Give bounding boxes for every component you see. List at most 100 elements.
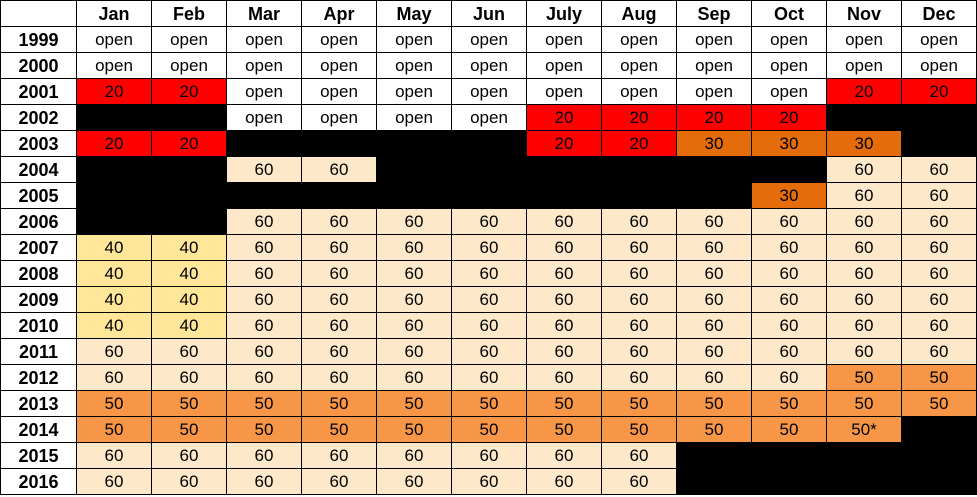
- value-cell: 60: [226, 156, 302, 183]
- blocked-cell: [826, 442, 902, 469]
- value-cell: 60: [376, 468, 452, 495]
- value-cell: 60: [301, 286, 377, 313]
- value-cell: 60: [676, 312, 752, 339]
- blocked-cell: [676, 156, 752, 183]
- value-cell: 60: [601, 286, 677, 313]
- table-row: 2013 50 50 50 50 50 50 50 50 50 50 50 50: [0, 390, 977, 417]
- blocked-cell: [301, 130, 377, 157]
- value-cell: 50: [826, 364, 902, 391]
- value-cell: 60: [376, 260, 452, 287]
- blocked-cell: [76, 182, 152, 209]
- value-cell: 60: [751, 260, 827, 287]
- value-cell: 60: [151, 338, 227, 365]
- value-cell: 60: [451, 338, 527, 365]
- value-cell: 60: [751, 286, 827, 313]
- year-label: 2002: [0, 104, 77, 131]
- value-cell: 60: [451, 208, 527, 235]
- value-cell: 60: [601, 260, 677, 287]
- value-cell: open: [451, 52, 527, 79]
- blocked-cell: [526, 182, 602, 209]
- value-cell: open: [826, 26, 902, 53]
- value-cell: open: [601, 52, 677, 79]
- value-cell: 20: [901, 78, 977, 105]
- value-cell: 60: [901, 286, 977, 313]
- value-cell: 60: [526, 234, 602, 261]
- value-cell: 60: [751, 208, 827, 235]
- blocked-cell: [901, 104, 977, 131]
- year-label: 1999: [0, 26, 77, 53]
- value-cell: 50: [826, 390, 902, 417]
- year-label: 2006: [0, 208, 77, 235]
- value-cell: 60: [826, 338, 902, 365]
- year-label: 2015: [0, 442, 77, 469]
- blocked-cell: [676, 182, 752, 209]
- blocked-cell: [376, 156, 452, 183]
- blocked-cell: [376, 182, 452, 209]
- value-cell: 50: [76, 390, 152, 417]
- blocked-cell: [301, 182, 377, 209]
- value-cell: 60: [676, 260, 752, 287]
- value-cell: 60: [301, 208, 377, 235]
- year-label: 2007: [0, 234, 77, 261]
- value-cell: open: [376, 52, 452, 79]
- value-cell: open: [301, 78, 377, 105]
- value-cell: 60: [451, 364, 527, 391]
- blocked-cell: [451, 130, 527, 157]
- value-cell: 60: [76, 364, 152, 391]
- blocked-cell: [826, 468, 902, 495]
- value-cell: 60: [901, 208, 977, 235]
- blocked-cell: [151, 156, 227, 183]
- value-cell: 20: [676, 104, 752, 131]
- month-header: Nov: [826, 0, 902, 27]
- month-header: Feb: [151, 0, 227, 27]
- value-cell: 60: [376, 442, 452, 469]
- year-label: 2009: [0, 286, 77, 313]
- month-header: May: [376, 0, 452, 27]
- value-cell: open: [226, 104, 302, 131]
- value-cell: 60: [526, 260, 602, 287]
- value-cell: 60: [826, 260, 902, 287]
- year-label: 2008: [0, 260, 77, 287]
- value-cell: 40: [151, 260, 227, 287]
- value-cell: open: [151, 52, 227, 79]
- value-cell: open: [76, 26, 152, 53]
- table-row: 2002 open open open open 20 20 20 20: [0, 104, 977, 131]
- year-label: 2013: [0, 390, 77, 417]
- value-cell: 60: [526, 286, 602, 313]
- value-cell: 60: [676, 286, 752, 313]
- value-cell: 60: [601, 312, 677, 339]
- value-cell: open: [826, 52, 902, 79]
- value-cell: 60: [226, 260, 302, 287]
- value-cell: open: [301, 104, 377, 131]
- value-cell: open: [226, 52, 302, 79]
- value-cell: 30: [751, 182, 827, 209]
- value-cell: 60: [901, 182, 977, 209]
- value-cell: open: [376, 78, 452, 105]
- value-cell: 60: [226, 468, 302, 495]
- blocked-cell: [901, 416, 977, 443]
- year-label: 2005: [0, 182, 77, 209]
- value-cell: 60: [826, 182, 902, 209]
- value-cell: 60: [376, 286, 452, 313]
- year-label: 2012: [0, 364, 77, 391]
- table-body: 1999 open open open open open open open open open…: [0, 26, 977, 495]
- value-cell: 60: [901, 338, 977, 365]
- blocked-cell: [751, 156, 827, 183]
- year-label: 2010: [0, 312, 77, 339]
- value-cell: open: [601, 26, 677, 53]
- value-cell: 60: [226, 208, 302, 235]
- blocked-cell: [226, 182, 302, 209]
- blocked-cell: [151, 104, 227, 131]
- value-cell: 50: [376, 390, 452, 417]
- value-cell: 50: [601, 416, 677, 443]
- value-cell: open: [451, 78, 527, 105]
- value-cell: 50: [676, 416, 752, 443]
- value-cell: 40: [76, 312, 152, 339]
- value-cell: 50: [451, 390, 527, 417]
- value-cell: 60: [526, 312, 602, 339]
- value-cell: 60: [526, 208, 602, 235]
- value-cell: 60: [751, 312, 827, 339]
- blocked-cell: [751, 468, 827, 495]
- value-cell: 60: [676, 208, 752, 235]
